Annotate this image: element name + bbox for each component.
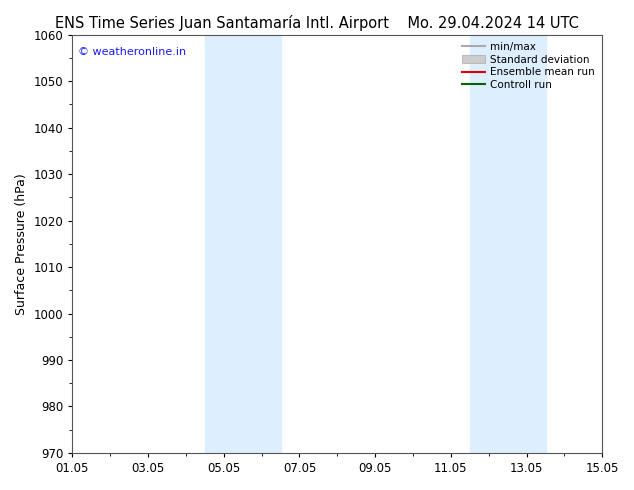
Legend: min/max, Standard deviation, Ensemble mean run, Controll run: min/max, Standard deviation, Ensemble me…	[460, 40, 597, 92]
Text: ENS Time Series Juan Santamaría Intl. Airport    Mo. 29.04.2024 14 UTC: ENS Time Series Juan Santamaría Intl. Ai…	[55, 15, 579, 31]
Y-axis label: Surface Pressure (hPa): Surface Pressure (hPa)	[15, 173, 28, 315]
Text: © weatheronline.in: © weatheronline.in	[77, 47, 186, 57]
Bar	[470, 35, 508, 453]
Bar	[508, 35, 545, 453]
Bar	[205, 35, 243, 453]
Bar	[243, 35, 280, 453]
